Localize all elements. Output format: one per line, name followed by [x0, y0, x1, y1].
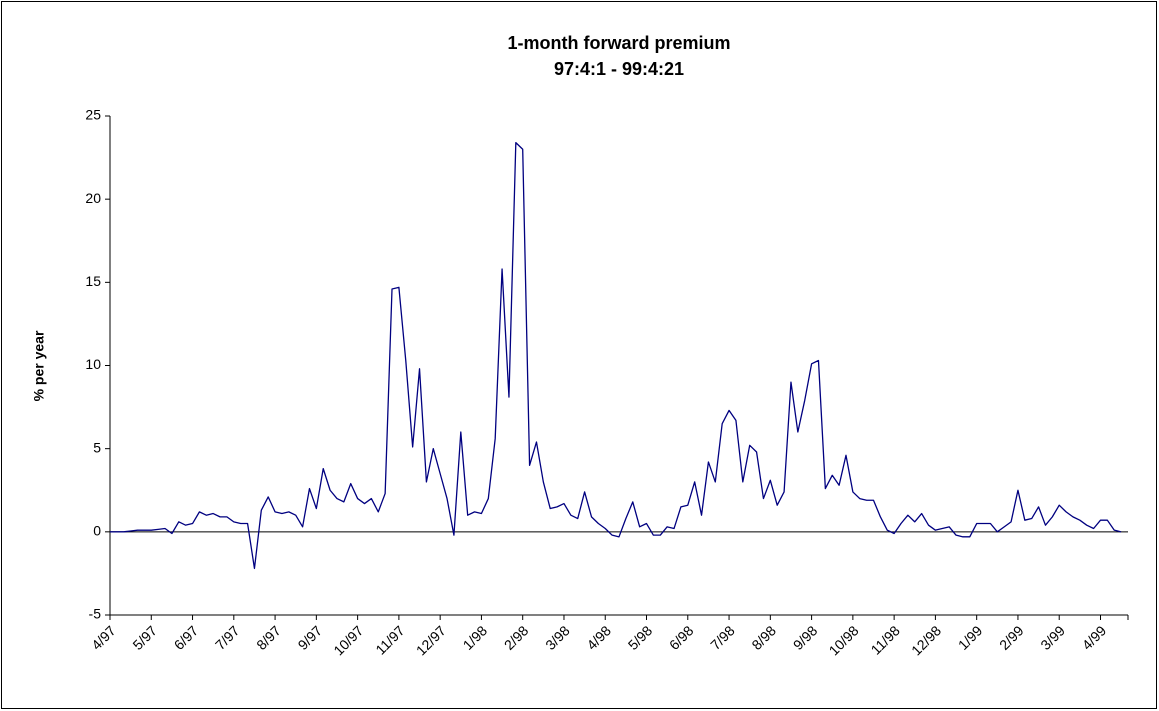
y-tick-label: 5	[93, 439, 101, 455]
chart-subtitle: 97:4:1 - 99:4:21	[554, 59, 684, 79]
y-tick-label: 0	[93, 523, 101, 539]
y-tick-label: -5	[89, 606, 102, 622]
y-tick-label: 10	[85, 356, 101, 372]
data-line	[110, 141, 1122, 570]
y-tick-label: 20	[85, 190, 101, 206]
chart-title: 1-month forward premium	[507, 33, 730, 53]
y-tick-label: 15	[85, 273, 101, 289]
y-tick-label: 25	[85, 107, 101, 123]
y-axis-title: % per year	[31, 330, 47, 401]
